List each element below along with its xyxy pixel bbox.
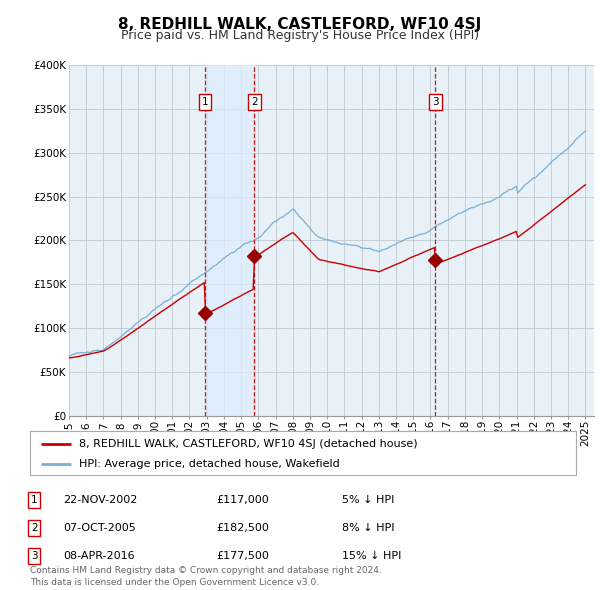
Text: £182,500: £182,500 [216, 523, 269, 533]
Text: Contains HM Land Registry data © Crown copyright and database right 2024.
This d: Contains HM Land Registry data © Crown c… [30, 566, 382, 587]
Text: 1: 1 [202, 97, 208, 107]
Text: 22-NOV-2002: 22-NOV-2002 [63, 496, 137, 505]
Bar [205, 65, 254, 416]
Text: 5% ↓ HPI: 5% ↓ HPI [342, 496, 394, 505]
Text: 3: 3 [31, 551, 38, 560]
Text: 8, REDHILL WALK, CASTLEFORD, WF10 4SJ (detached house): 8, REDHILL WALK, CASTLEFORD, WF10 4SJ (d… [79, 439, 418, 449]
Text: Price paid vs. HM Land Registry's House Price Index (HPI): Price paid vs. HM Land Registry's House … [121, 30, 479, 42]
Text: £177,500: £177,500 [216, 551, 269, 560]
Text: 8, REDHILL WALK, CASTLEFORD, WF10 4SJ: 8, REDHILL WALK, CASTLEFORD, WF10 4SJ [118, 17, 482, 31]
Text: 1: 1 [31, 496, 38, 505]
Text: HPI: Average price, detached house, Wakefield: HPI: Average price, detached house, Wake… [79, 459, 340, 469]
Text: 8% ↓ HPI: 8% ↓ HPI [342, 523, 395, 533]
Text: £117,000: £117,000 [216, 496, 269, 505]
Text: 15% ↓ HPI: 15% ↓ HPI [342, 551, 401, 560]
Text: 07-OCT-2005: 07-OCT-2005 [63, 523, 136, 533]
Text: 2: 2 [31, 523, 38, 533]
Text: 3: 3 [432, 97, 439, 107]
Text: 2: 2 [251, 97, 257, 107]
Text: 08-APR-2016: 08-APR-2016 [63, 551, 134, 560]
